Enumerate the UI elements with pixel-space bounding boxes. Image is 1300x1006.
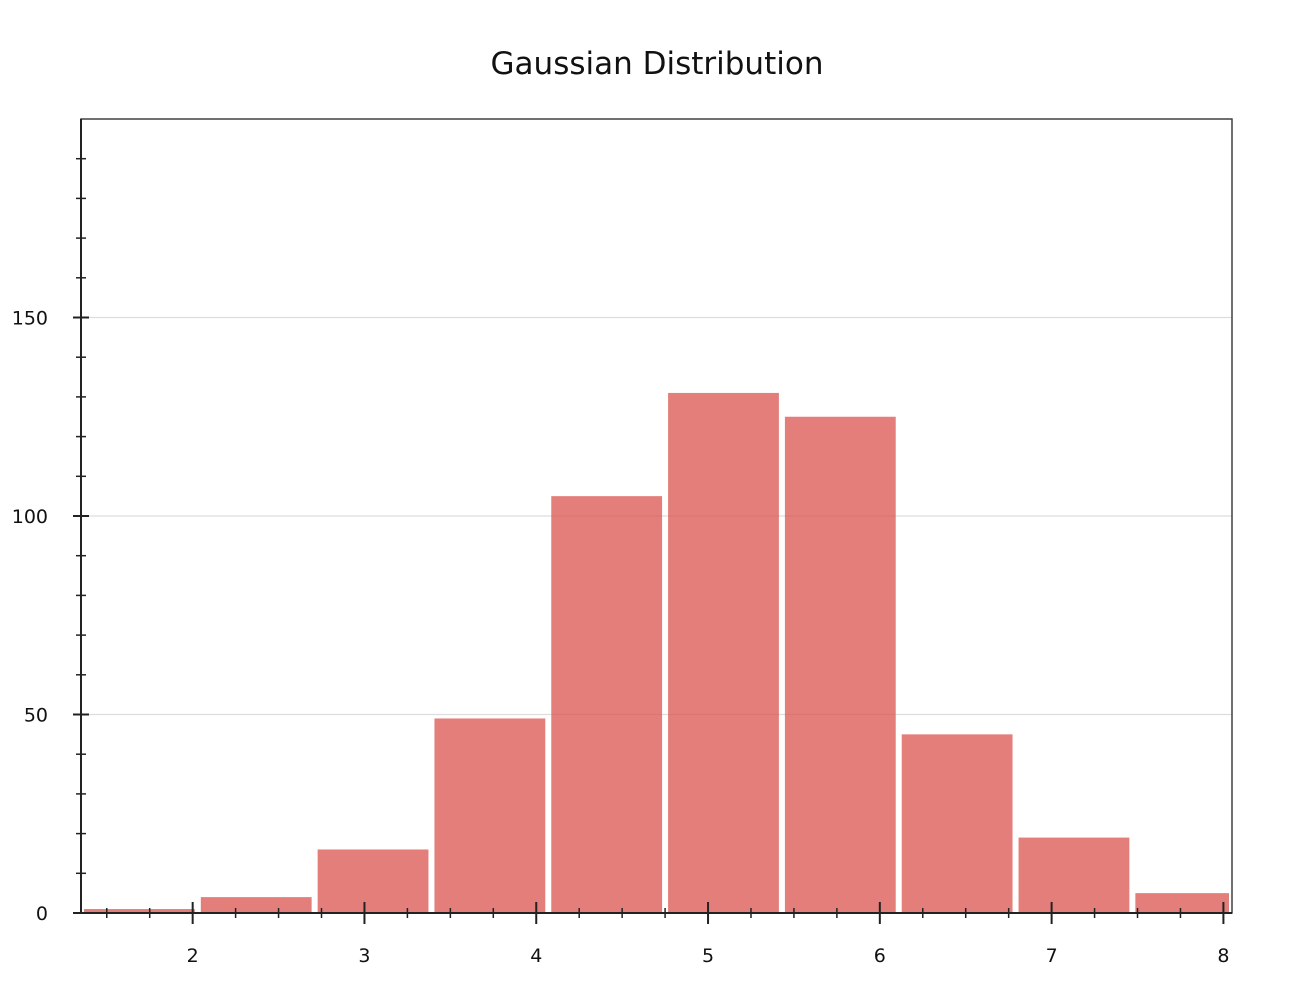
x-tick-label: 2 bbox=[187, 945, 199, 967]
histogram-bar bbox=[200, 897, 312, 913]
x-tick-label: 8 bbox=[1217, 945, 1229, 967]
x-tick-label: 7 bbox=[1046, 945, 1058, 967]
histogram-bar bbox=[551, 496, 663, 913]
y-tick-label: 100 bbox=[12, 506, 48, 528]
histogram-bar bbox=[317, 849, 429, 913]
x-tick-label: 3 bbox=[358, 945, 370, 967]
histogram-bar bbox=[668, 392, 779, 913]
x-tick-label: 6 bbox=[874, 945, 886, 967]
x-tick-label: 5 bbox=[702, 945, 714, 967]
histogram-bar bbox=[434, 718, 546, 913]
tick-labels: 0 50 100 150 2 3 4 5 6 7 8 bbox=[12, 308, 1230, 968]
histogram-bar bbox=[84, 909, 195, 913]
y-tick-label: 50 bbox=[24, 705, 48, 727]
bars bbox=[84, 392, 1229, 913]
y-tick-label: 0 bbox=[36, 903, 48, 925]
x-tick-label: 4 bbox=[530, 945, 542, 967]
histogram-bar bbox=[1018, 837, 1130, 913]
histogram-bar bbox=[901, 734, 1013, 913]
axes bbox=[73, 118, 1233, 924]
histogram-bar bbox=[784, 416, 896, 913]
y-tick-label: 150 bbox=[12, 308, 48, 330]
chart-title: Gaussian Distribution bbox=[490, 46, 824, 82]
histogram-bar bbox=[1135, 893, 1229, 913]
